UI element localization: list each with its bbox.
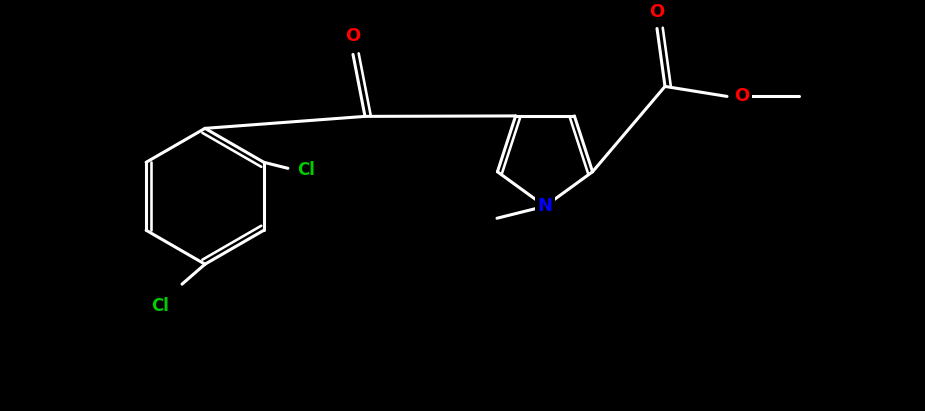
Text: N: N (537, 197, 552, 215)
Text: O: O (649, 2, 665, 21)
Text: O: O (345, 28, 361, 46)
Text: O: O (734, 88, 749, 105)
Text: Cl: Cl (151, 297, 169, 315)
Text: Cl: Cl (297, 161, 314, 179)
